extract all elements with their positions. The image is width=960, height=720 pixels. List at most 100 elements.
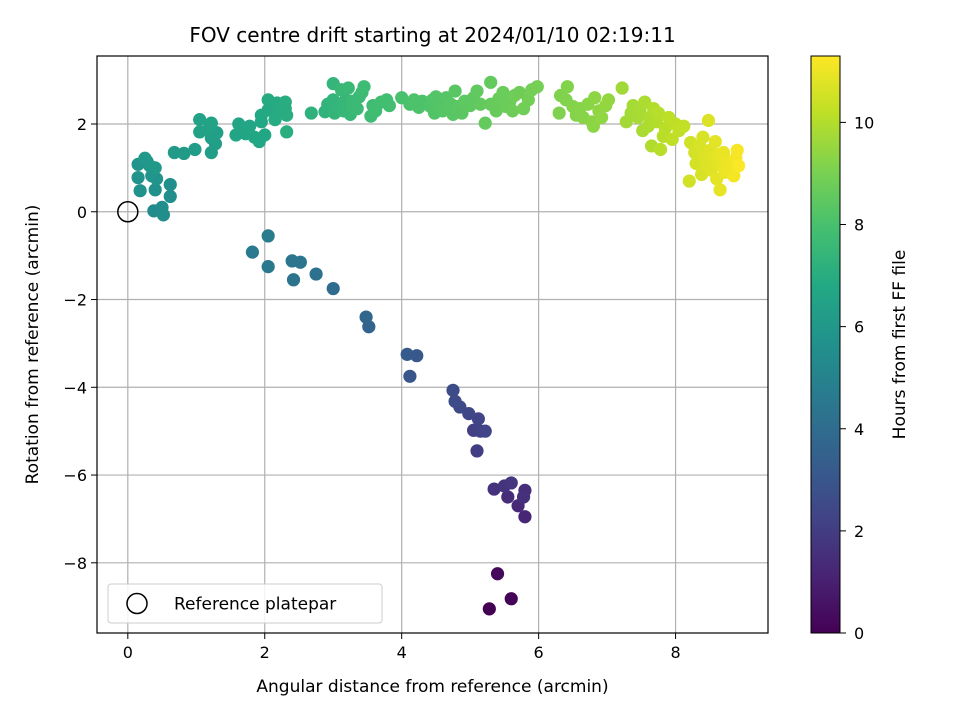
data-point <box>326 281 340 296</box>
data-point <box>731 159 746 173</box>
data-point <box>138 151 152 165</box>
data-point <box>133 184 147 198</box>
data-point <box>501 490 515 504</box>
data-point <box>232 117 246 131</box>
data-point <box>653 142 668 157</box>
data-point <box>595 110 609 125</box>
data-point <box>163 177 177 192</box>
data-point <box>304 106 318 120</box>
data-point <box>478 116 492 130</box>
data-point <box>521 93 535 107</box>
data-point <box>400 347 414 361</box>
data-point <box>448 394 462 408</box>
x-tick-label: 4 <box>397 643 407 662</box>
colorbar-tick-label: 2 <box>854 522 864 541</box>
data-point <box>478 424 492 438</box>
data-point <box>204 116 218 130</box>
colorbar: 0 2 4 6 8 10 Hours from first FF file <box>810 55 910 643</box>
data-point <box>188 142 202 157</box>
x-tick-label: 2 <box>260 643 270 662</box>
data-point <box>473 97 488 111</box>
data-point <box>482 602 496 616</box>
data-point <box>247 130 262 144</box>
y-tick-label: 2 <box>77 115 87 134</box>
data-point <box>280 108 294 122</box>
legend-marker-icon <box>126 592 148 615</box>
plot-frame <box>96 55 769 634</box>
data-point <box>286 273 301 287</box>
data-point <box>484 75 498 89</box>
data-point <box>682 174 696 188</box>
y-tick-label: −4 <box>63 378 87 397</box>
data-point <box>261 229 275 243</box>
x-tick-label: 6 <box>534 643 544 662</box>
data-point <box>258 128 272 142</box>
data-point <box>516 490 531 504</box>
y-tick-label: 0 <box>77 203 87 222</box>
data-point <box>245 245 260 259</box>
colorbar-tick-label: 0 <box>854 624 864 643</box>
data-point <box>730 143 744 157</box>
legend: Reference platepar <box>107 583 383 624</box>
data-point <box>280 125 294 139</box>
chart-title: FOV centre drift starting at 2024/01/10 … <box>189 23 675 47</box>
data-point <box>148 183 162 197</box>
data-point <box>696 130 710 144</box>
data-point <box>243 119 257 133</box>
data-point <box>448 84 462 98</box>
data-point <box>504 592 518 606</box>
data-point <box>677 119 691 133</box>
colorbar-label: Hours from first FF file <box>890 250 910 440</box>
data-point <box>163 189 177 204</box>
data-point <box>713 183 727 197</box>
data-point <box>470 444 484 458</box>
data-point <box>156 208 171 222</box>
colorbar-gradient <box>810 55 841 634</box>
data-point <box>193 113 207 127</box>
data-point <box>518 510 532 524</box>
data-point <box>131 170 145 185</box>
reference-marker-layer <box>117 201 139 223</box>
data-point <box>278 95 292 109</box>
data-points <box>131 75 746 616</box>
data-point <box>658 121 672 135</box>
data-point <box>530 80 544 94</box>
data-point <box>506 104 520 118</box>
data-point <box>487 482 501 496</box>
y-tick-label: −8 <box>63 554 87 573</box>
data-point <box>490 567 505 581</box>
data-point <box>560 80 574 94</box>
data-point <box>177 146 191 161</box>
data-point <box>309 267 323 281</box>
data-point <box>708 134 722 149</box>
data-point <box>601 93 616 107</box>
legend-label: Reference platepar <box>174 595 336 615</box>
x-axis-label: Angular distance from reference (arcmin) <box>256 677 608 697</box>
y-tick-label: −6 <box>63 466 87 485</box>
colorbar-tick-label: 4 <box>854 420 864 439</box>
colorbar-ticks: 0 2 4 6 8 10 <box>840 113 874 643</box>
data-point <box>586 119 601 133</box>
data-point <box>615 81 629 95</box>
data-point <box>470 84 484 98</box>
x-tick-label: 0 <box>123 643 133 662</box>
colorbar-tick-label: 8 <box>854 216 864 235</box>
data-point <box>504 476 518 490</box>
y-axis-label: Rotation from reference (arcmin) <box>23 205 43 485</box>
data-point <box>512 85 527 100</box>
data-point <box>357 80 371 94</box>
y-tick-label: −2 <box>63 291 87 310</box>
colorbar-tick-label: 6 <box>854 318 864 337</box>
x-tick-label: 8 <box>670 643 680 662</box>
data-point <box>446 383 460 397</box>
y-axis-ticks: −8 −6 −4 −2 0 2 <box>63 115 97 573</box>
colorbar-tick-label: 10 <box>854 113 874 132</box>
data-point <box>359 310 373 324</box>
data-point <box>167 145 181 160</box>
data-point <box>350 102 364 116</box>
data-point <box>403 369 417 383</box>
data-point <box>727 169 741 183</box>
data-point <box>341 81 355 95</box>
data-point <box>588 91 602 105</box>
